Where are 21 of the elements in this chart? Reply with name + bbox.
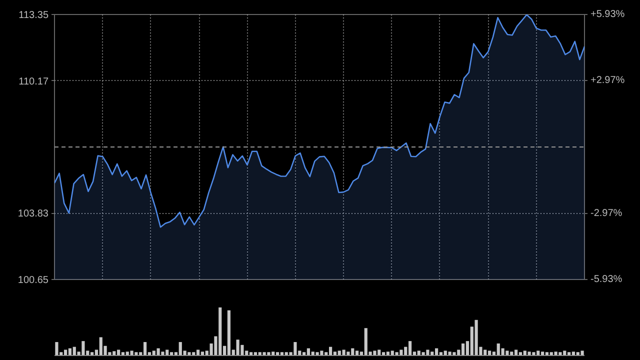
- bar: [488, 350, 492, 356]
- bar: [580, 350, 584, 356]
- y-tick-label: 113.35: [18, 10, 49, 21]
- bar: [408, 341, 412, 356]
- y2-tick-label: -5.93%: [590, 274, 622, 285]
- bar: [514, 350, 518, 356]
- y2-tick-label: +2.97%: [590, 75, 625, 86]
- bar: [196, 350, 200, 356]
- bar: [461, 343, 465, 356]
- bar: [328, 346, 332, 356]
- y2-tick-label: +5.93%: [590, 9, 625, 20]
- bar: [64, 350, 68, 356]
- y-tick-label: 103.83: [18, 208, 49, 220]
- bar: [355, 350, 359, 356]
- y-tick-label: 110.17: [18, 76, 49, 88]
- bar: [55, 342, 58, 356]
- bar: [227, 310, 231, 356]
- y-tick-label: 100.65: [18, 275, 49, 286]
- bar: [143, 342, 147, 356]
- y2-tick-label: -2.97%: [590, 208, 622, 219]
- bar: [116, 350, 120, 356]
